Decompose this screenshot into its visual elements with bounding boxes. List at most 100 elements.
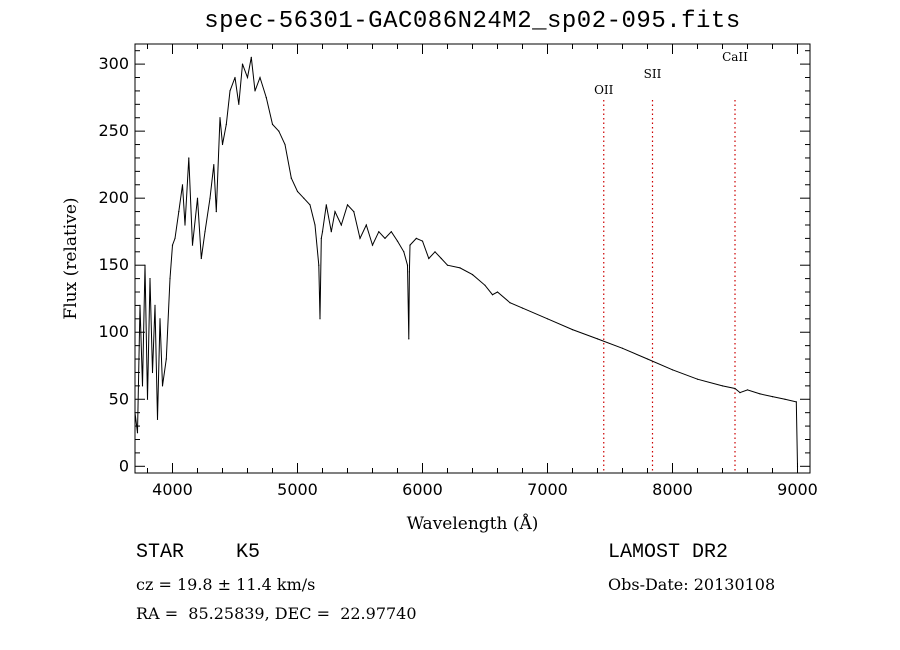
- spectrum-data-point: [169, 278, 171, 280]
- spectrum-data-point: [484, 284, 486, 286]
- x-tick-label: 4000: [152, 480, 193, 499]
- spectrum-data-point: [365, 224, 367, 226]
- spectrum-data-point: [134, 412, 136, 414]
- x-tick-label: 6000: [402, 480, 443, 499]
- spectrum-data-point: [696, 378, 699, 380]
- spectrum-data-point: [250, 56, 252, 59]
- line-marker-label: OII: [594, 83, 614, 97]
- spectrum-data-point: [278, 130, 280, 132]
- spectrum-data-point: [221, 143, 224, 146]
- spectrum-data-point: [396, 240, 399, 242]
- spectrum-data-point: [319, 318, 321, 320]
- spectrum-data-point: [795, 401, 797, 403]
- spectrum-data-point: [746, 389, 749, 391]
- spectrum-data-point: [378, 231, 380, 233]
- spectrum-data-point: [759, 393, 761, 395]
- spectrum-data-point: [346, 204, 349, 206]
- spectrum-data-point: [334, 211, 336, 213]
- spectrum-data-point: [213, 164, 215, 166]
- spectrum-data-point: [646, 358, 649, 360]
- spectrum-data-point: [303, 197, 305, 199]
- spectrum-data-point: [434, 251, 436, 253]
- spectrum-data-point: [796, 465, 799, 467]
- spectrum-data-point: [171, 244, 174, 246]
- spectrum-data-point: [330, 231, 332, 233]
- spectrum-data-point: [200, 257, 202, 260]
- chart-title: spec-56301-GAC086N24M2_sp02-095.fits: [204, 8, 741, 35]
- spectrum-data-point: [191, 244, 194, 246]
- spectrum-data-point: [521, 307, 524, 309]
- spectrum-data-point: [215, 211, 217, 213]
- spectrum-data-point: [409, 244, 411, 246]
- line-marker-label: CaII: [722, 50, 748, 64]
- spectrum-data-point: [320, 237, 322, 239]
- x-tick-label: 9000: [777, 480, 818, 499]
- spectrum-data-point: [596, 338, 599, 340]
- spectrum-data-point: [318, 264, 320, 266]
- x-tick-label: 7000: [527, 480, 568, 499]
- spectrum-data-point: [196, 197, 199, 199]
- spectrum-data-point: [739, 392, 741, 394]
- spectrum-data-point: [353, 211, 355, 213]
- spectrum-data-point: [234, 76, 236, 79]
- spectrum-data-point: [141, 385, 144, 387]
- spectrum-data-point: [314, 224, 316, 226]
- spectrum-data-point: [161, 385, 164, 387]
- x-tick-label: 5000: [277, 480, 318, 499]
- spectrum-data-point: [408, 271, 410, 273]
- spectrum-data-point: [209, 197, 211, 199]
- spectrum-data-point: [204, 231, 206, 233]
- spectrum-data-point: [403, 251, 405, 253]
- spectrum-data-point: [181, 184, 184, 186]
- x-axis-label: Wavelength (Å): [407, 513, 539, 534]
- spectrum-data-point: [734, 387, 736, 390]
- spectrum-data-point: [290, 177, 292, 179]
- spectrum-data-point: [265, 97, 267, 99]
- spectrum-data-point: [546, 318, 549, 320]
- spectrum-series-line-0: [134, 57, 798, 467]
- spectrum-data-point: [371, 244, 374, 246]
- spectrum-data-point: [721, 385, 724, 387]
- spectrum-data-point: [246, 76, 249, 79]
- spectrum-data-point: [459, 267, 461, 269]
- y-tick-label: 300: [98, 54, 129, 73]
- survey-label: LAMOST DR2: [608, 541, 729, 564]
- spectrum-data-point: [296, 190, 299, 193]
- spectrum-data-point: [254, 90, 256, 92]
- spectrum-data-point: [188, 157, 190, 159]
- spectrum-data-point: [390, 231, 392, 233]
- spectrum-data-point: [325, 204, 327, 206]
- spectrum-data-point: [136, 432, 139, 434]
- spectrum-data-point: [408, 338, 410, 340]
- spectrum-data-point: [156, 418, 159, 420]
- spectrum-data-point: [139, 304, 141, 306]
- spectrum-data-point: [428, 257, 430, 260]
- spectrum-data-point: [149, 278, 151, 280]
- spectrum-data-point: [144, 264, 146, 266]
- object-class-label: STAR: [136, 541, 185, 564]
- line-marker-label: SII: [644, 67, 662, 81]
- coordinates-label: RA = 85.25839, DEC = 22.97740: [136, 604, 417, 623]
- spectrum-data-point: [225, 123, 227, 125]
- spectrum-data-point: [406, 264, 409, 266]
- spectrum-data-point: [184, 224, 186, 226]
- spectrum-data-point: [151, 371, 154, 374]
- spectrum-data-point: [146, 398, 149, 400]
- spectrum-data-point: [509, 302, 511, 304]
- spectrum-data-point: [496, 291, 499, 293]
- spectrum-data-point: [571, 329, 574, 331]
- spectrum-data-point: [238, 103, 240, 105]
- spectrum-data-point: [309, 204, 311, 206]
- spectrum-data-point: [229, 90, 231, 92]
- x-tick-label: 8000: [652, 480, 693, 499]
- y-axis-label: Flux (relative): [61, 197, 81, 319]
- spectrum-data-point: [284, 143, 286, 146]
- spectrum-data-point: [421, 240, 424, 242]
- spectrum-data-point: [154, 304, 156, 306]
- spectrum-data-point: [440, 257, 442, 260]
- obs-date-label: Obs-Date: 20130108: [608, 575, 776, 594]
- y-tick-label: 0: [119, 456, 129, 475]
- spectrum-data-point: [321, 231, 324, 233]
- plot-frame: [134, 43, 811, 474]
- spectrum-data-point: [259, 76, 261, 79]
